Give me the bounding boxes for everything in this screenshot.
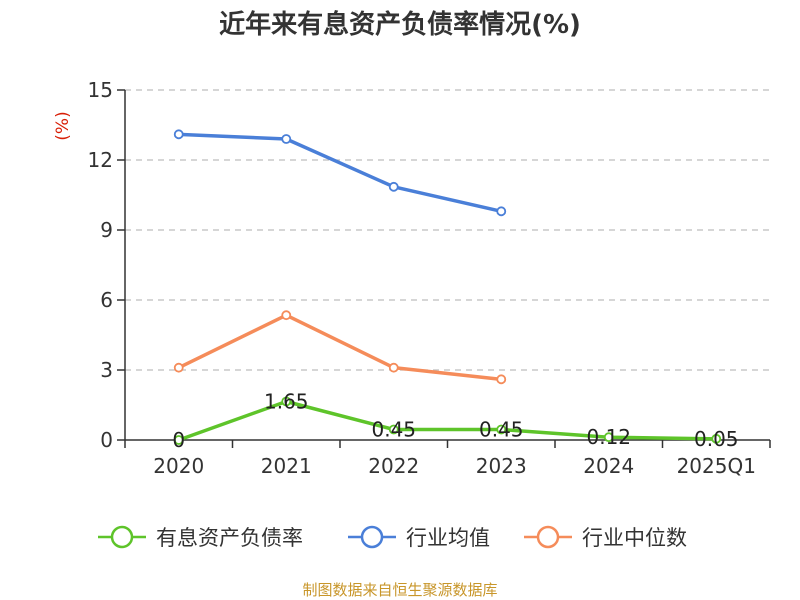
x-tick-label: 2022 (368, 454, 419, 478)
chart-title: 近年来有息资产负债率情况(%) (219, 9, 581, 40)
legend: 有息资产负债率 行业均值 行业中位数 (98, 525, 687, 550)
data-point (281, 310, 292, 321)
data-label: 0.45 (371, 418, 416, 442)
x-tick-label: 2021 (261, 454, 312, 478)
x-tick-label: 2024 (583, 454, 634, 478)
data-point (388, 181, 399, 192)
data-point (173, 435, 184, 445)
y-tick-label: 3 (100, 358, 113, 382)
series-line (177, 313, 503, 382)
data-label: 0.45 (479, 418, 524, 442)
data-point (603, 432, 614, 443)
data-point (173, 129, 184, 140)
data-point (496, 424, 507, 435)
series-group (173, 129, 722, 445)
grid (125, 89, 770, 371)
axes: 0 3 6 9 12 15 2020 2021 2022 2023 2024 2025Q1 (88, 78, 771, 478)
data-point (173, 362, 184, 373)
series-line (177, 399, 718, 442)
data-point (496, 206, 507, 217)
legend-label: 行业均值 (406, 526, 490, 550)
x-tick-label: 2023 (476, 454, 527, 478)
data-label: 1.65 (264, 390, 309, 414)
data-label: 0.12 (586, 425, 631, 449)
data-point (711, 433, 722, 444)
data-point (281, 396, 292, 407)
legend-marker (110, 525, 134, 549)
data-label: 0.05 (694, 427, 739, 451)
y-axis-unit: (%) (53, 111, 73, 140)
legend-label: 有息资产负债率 (156, 526, 303, 550)
y-tick-label: 12 (88, 148, 113, 172)
y-tick-label: 6 (100, 288, 113, 312)
data-point (281, 134, 292, 144)
source-note: 制图数据来自恒生聚源数据库 (302, 581, 497, 599)
data-point (388, 362, 399, 373)
legend-label: 行业中位数 (582, 526, 687, 550)
data-label: 0 (172, 428, 185, 452)
legend-marker (360, 525, 384, 549)
legend-marker (536, 525, 560, 549)
x-tick-label: 2025Q1 (677, 454, 756, 478)
y-tick-label: 0 (100, 428, 113, 452)
y-tick-label: 15 (88, 78, 113, 102)
data-point (496, 374, 507, 385)
data-point (388, 424, 399, 435)
y-tick-label: 9 (100, 218, 113, 242)
data-labels: 0 1.65 0.45 0.45 0.12 0.05 (172, 390, 738, 453)
x-tick-label: 2020 (153, 454, 204, 478)
series-line (177, 132, 503, 214)
